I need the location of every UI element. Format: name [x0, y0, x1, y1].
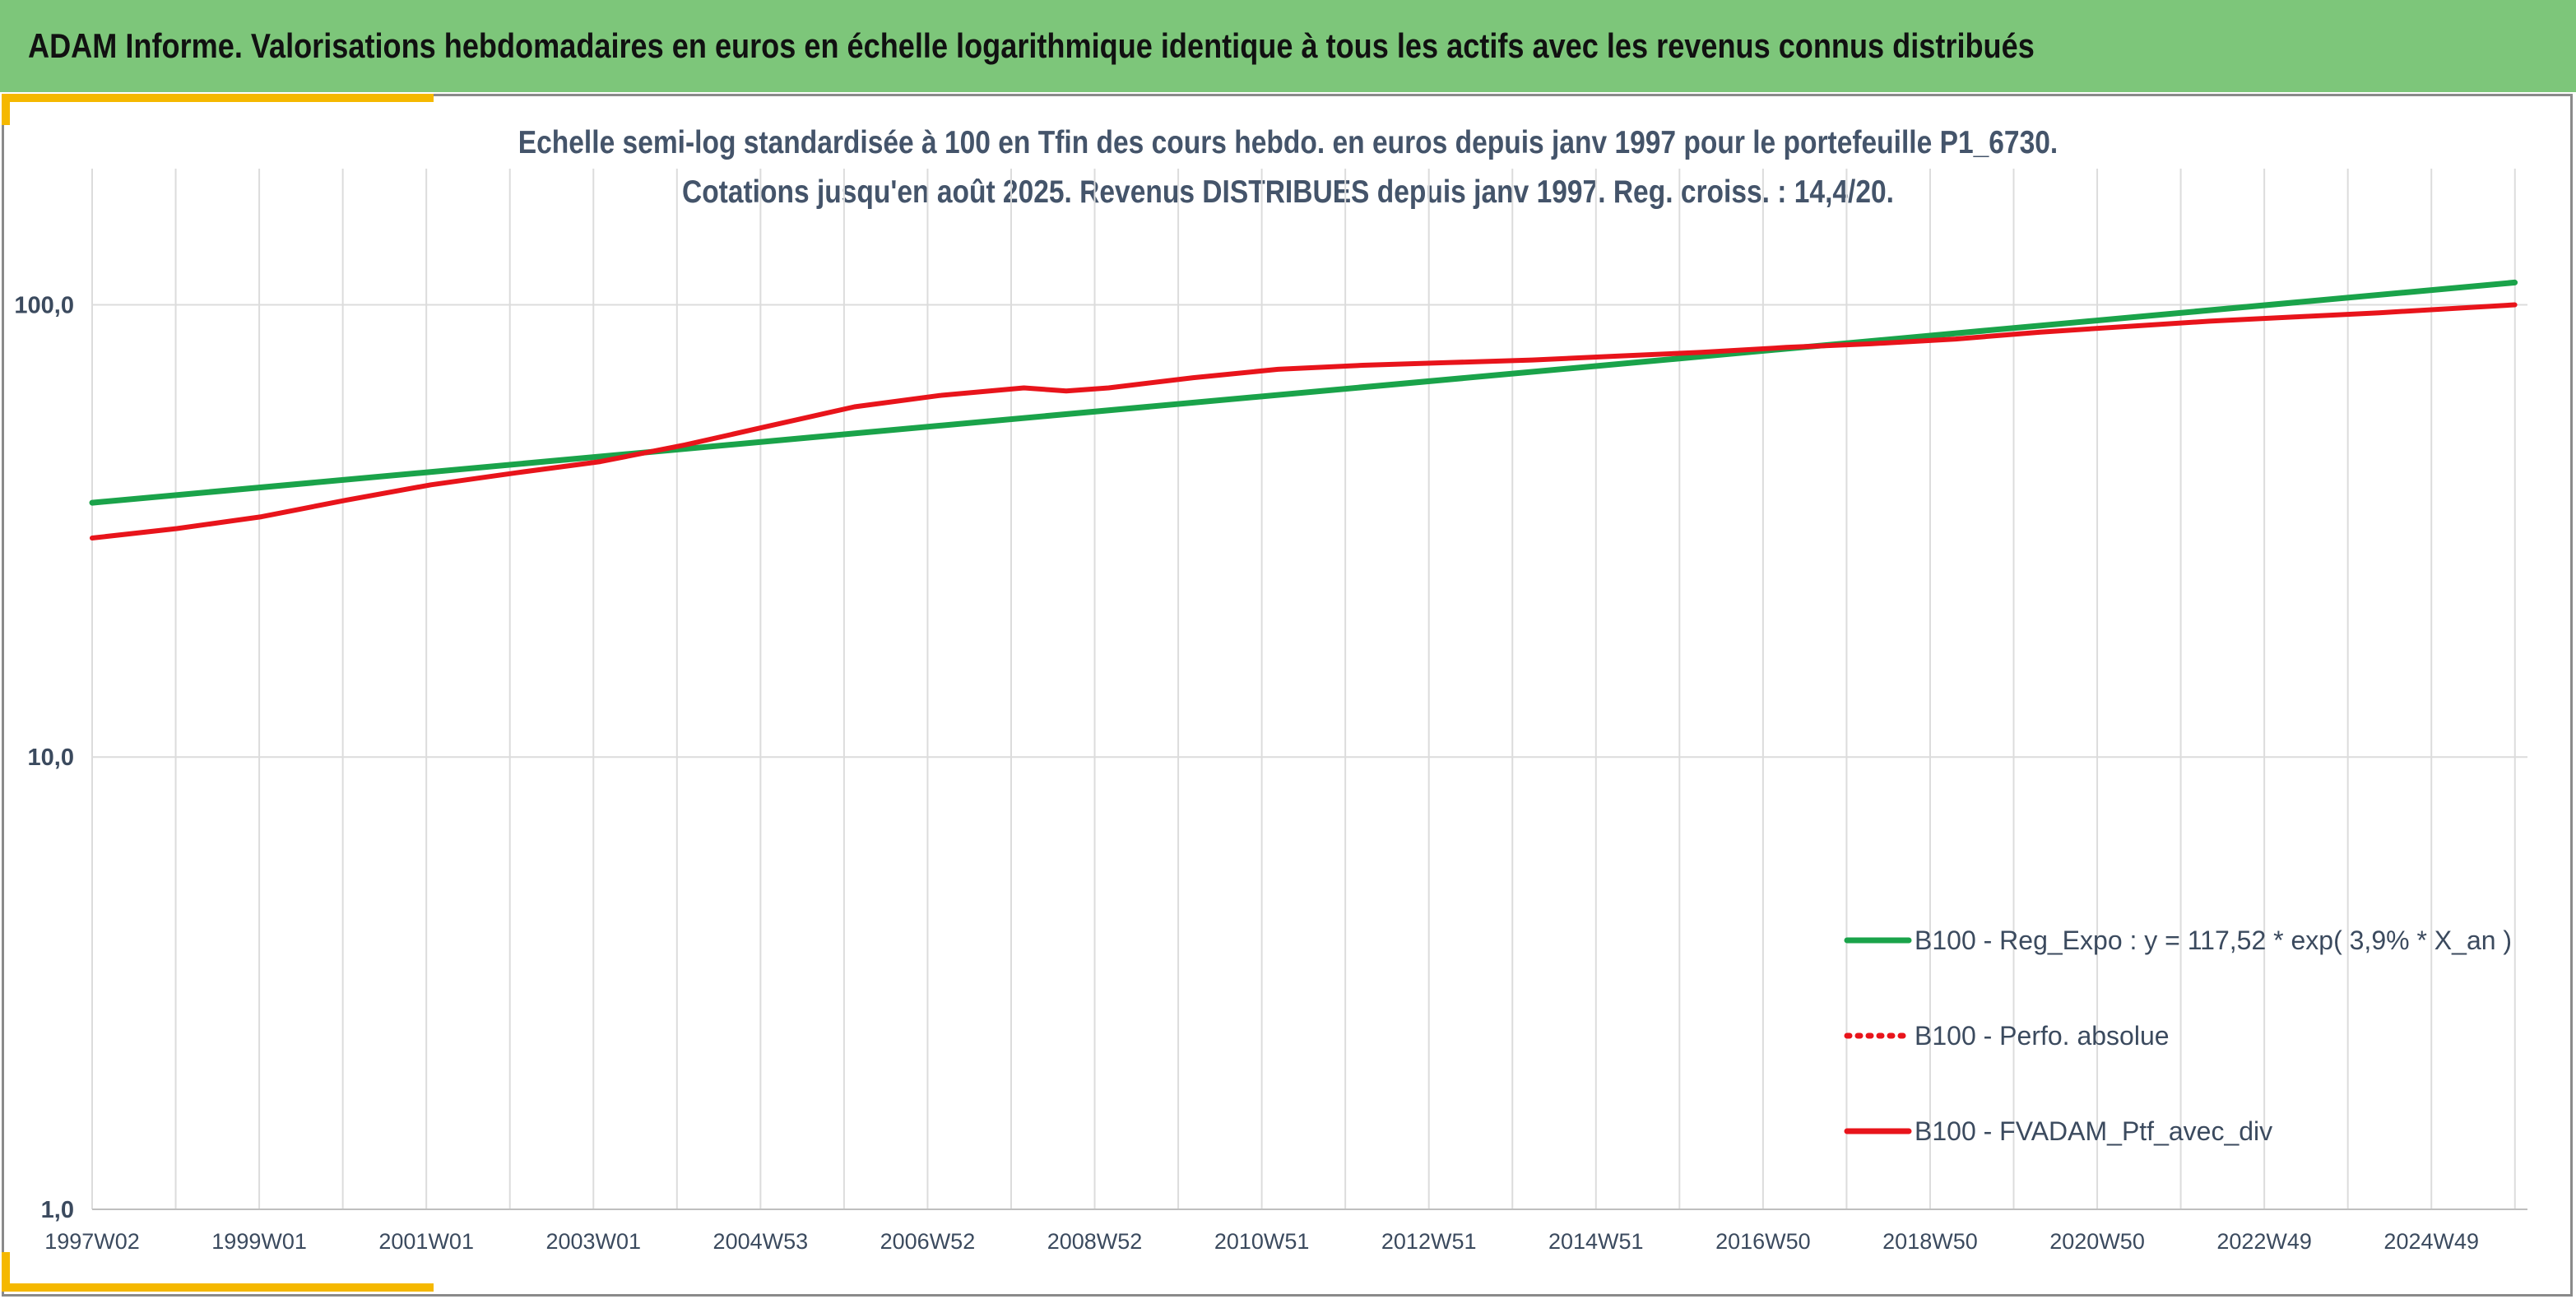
x-tick-label: 2012W51 — [1381, 1229, 1477, 1254]
x-tick-label: 2001W01 — [378, 1229, 474, 1254]
legend-label: B100 - FVADAM_Ptf_avec_div — [1915, 1116, 2272, 1146]
corner-accent-bottom-side — [2, 1252, 10, 1292]
chart-title-line-1: Echelle semi-log standardisée à 100 en T… — [518, 125, 2058, 160]
y-tick-label: 1,0 — [41, 1197, 74, 1223]
x-tick-label: 2024W49 — [2383, 1229, 2479, 1254]
legend-label: B100 - Perfo. absolue — [1915, 1021, 2170, 1051]
y-tick-label: 100,0 — [14, 292, 74, 318]
y-axis-ticks: 1,0 10,0 100,0 — [14, 292, 74, 1223]
horizontal-gridlines — [92, 304, 2527, 1210]
report-banner: ADAM Informe. Valorisations hebdomadaire… — [0, 0, 2576, 92]
x-tick-label: 2004W53 — [713, 1229, 809, 1254]
x-tick-label: 2016W50 — [1715, 1229, 1811, 1254]
series-line-0 — [89, 279, 2518, 506]
x-tick-label: 2010W51 — [1214, 1229, 1310, 1254]
corner-accent-top-side — [2, 94, 10, 125]
chart-frame — [2, 94, 2573, 1297]
chart-title-line-2: Cotations jusqu'en août 2025. Revenus DI… — [681, 174, 1895, 210]
report-title: ADAM Informe. Valorisations hebdomadaire… — [28, 26, 2035, 65]
y-tick-label: 10,0 — [28, 745, 74, 771]
legend-label: B100 - Reg_Expo : y = 117,52 * exp( 3,9%… — [1915, 926, 2512, 955]
series-line-2 — [90, 302, 2518, 540]
x-tick-label: 2008W52 — [1047, 1229, 1143, 1254]
legend: B100 - Reg_Expo : y = 117,52 * exp( 3,9%… — [1844, 926, 2512, 1146]
x-tick-label: 2020W50 — [2049, 1229, 2145, 1254]
x-tick-label: 1999W01 — [211, 1229, 307, 1254]
x-axis-ticks: 1997W02 1999W01 2001W01 2003W01 2004W53 2006W… — [44, 1229, 2479, 1254]
x-tick-label: 2006W52 — [880, 1229, 976, 1254]
x-tick-label: 2022W49 — [2216, 1229, 2312, 1254]
x-tick-label: 1997W02 — [44, 1229, 140, 1254]
x-tick-label: 2014W51 — [1548, 1229, 1644, 1254]
vertical-gridlines — [91, 169, 2516, 1209]
x-tick-label: 2003W01 — [545, 1229, 641, 1254]
series-layer — [89, 279, 2518, 540]
corner-accent-bottom-bar — [2, 1283, 434, 1292]
x-tick-label: 2018W50 — [1882, 1229, 1978, 1254]
corner-accent-top-bar — [2, 94, 434, 102]
